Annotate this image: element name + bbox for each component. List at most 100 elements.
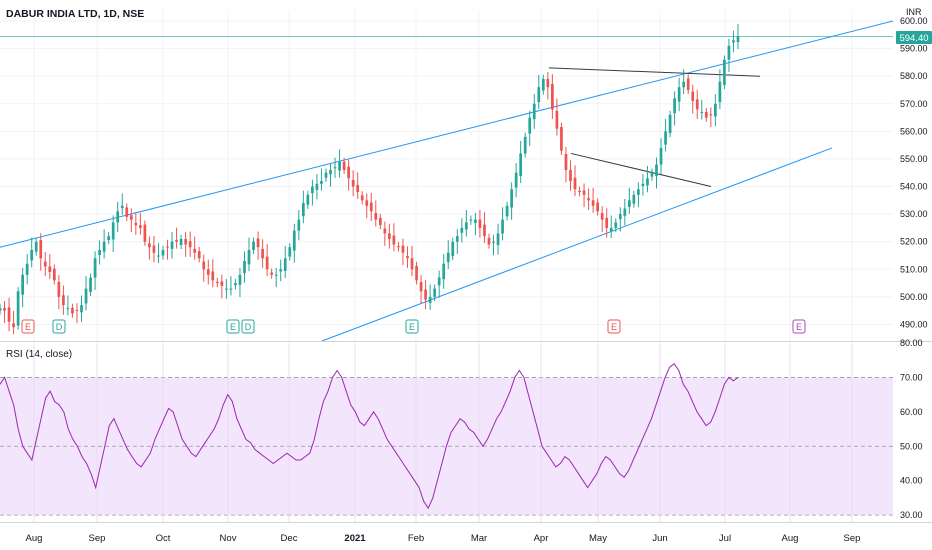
time-tick-label: Dec bbox=[281, 533, 298, 544]
candle-body bbox=[415, 265, 418, 281]
candle-body bbox=[283, 258, 287, 271]
last-price-tag-bg bbox=[896, 31, 932, 44]
earnings-badge[interactable] bbox=[226, 319, 240, 334]
candle-body bbox=[668, 114, 672, 134]
time-tick-label: Jul bbox=[719, 533, 731, 544]
dividend-badge[interactable] bbox=[52, 319, 66, 334]
candle-body bbox=[75, 310, 79, 312]
lower-channel-trendline[interactable] bbox=[321, 147, 833, 342]
candle-body bbox=[655, 164, 658, 177]
rsi-line bbox=[0, 362, 739, 510]
time-tick-label: 2021 bbox=[344, 533, 366, 544]
candle-body bbox=[514, 172, 518, 188]
candle-body bbox=[378, 217, 382, 226]
earnings-badge[interactable] bbox=[21, 319, 35, 334]
dividend-badge-label: D bbox=[56, 322, 63, 332]
earnings-badge[interactable] bbox=[607, 319, 621, 334]
candle-body bbox=[134, 222, 138, 226]
time-tick-label: Oct bbox=[156, 533, 171, 544]
candle-body bbox=[365, 200, 369, 206]
candle-body bbox=[315, 183, 319, 190]
candle-body bbox=[338, 161, 341, 171]
candle-body bbox=[166, 246, 169, 248]
dividend-badge[interactable] bbox=[241, 319, 255, 334]
candle-body bbox=[569, 169, 572, 182]
price-grid bbox=[0, 10, 893, 341]
candle-body bbox=[320, 181, 323, 184]
candle-body bbox=[102, 241, 106, 252]
earnings-badge[interactable] bbox=[792, 319, 806, 334]
candle-body bbox=[7, 307, 11, 322]
candle-body bbox=[292, 230, 296, 251]
candle-body bbox=[311, 186, 314, 194]
candle-body bbox=[664, 131, 667, 145]
candle-body bbox=[143, 224, 147, 242]
candle-body bbox=[148, 243, 151, 248]
candle-body bbox=[265, 256, 269, 270]
chart-title: DABUR INDIA LTD, 1D, NSE bbox=[6, 8, 144, 20]
candle-body bbox=[727, 45, 731, 60]
candle-body bbox=[220, 281, 224, 286]
candle-body bbox=[247, 249, 251, 265]
candle-body bbox=[442, 263, 446, 280]
upper-channel-trendline[interactable] bbox=[0, 20, 894, 248]
earnings-badge-label: E bbox=[796, 322, 802, 332]
neckline-trendline[interactable] bbox=[570, 152, 712, 188]
candle-body bbox=[116, 211, 120, 223]
candle-body bbox=[43, 261, 47, 267]
rsi-tick-label: 40.00 bbox=[900, 476, 923, 486]
candle-body bbox=[138, 225, 142, 228]
candle-body bbox=[324, 172, 328, 178]
candle-body bbox=[197, 251, 201, 259]
candle-body bbox=[523, 136, 527, 154]
candle-body bbox=[261, 248, 264, 259]
candle-body bbox=[48, 266, 52, 273]
candle-body bbox=[25, 263, 29, 275]
candle-body bbox=[401, 245, 405, 253]
candle-body bbox=[646, 178, 649, 186]
rsi-indicator-label[interactable]: RSI (14, close) bbox=[6, 349, 72, 360]
candle-body bbox=[111, 222, 115, 240]
candle-body bbox=[433, 288, 437, 297]
candle-body bbox=[80, 305, 83, 313]
price-axis[interactable]: 600.00 590.00 580.00 570.00 560.00 550.00 540.… bbox=[900, 16, 928, 329]
earnings-badge[interactable] bbox=[405, 319, 419, 334]
candle-body bbox=[627, 200, 631, 207]
candle-body bbox=[0, 307, 2, 311]
candle-body bbox=[700, 112, 704, 114]
earnings-badge-label: E bbox=[409, 322, 415, 332]
time-tick-label: Sep bbox=[89, 533, 106, 544]
candle-body bbox=[157, 255, 160, 257]
candle-body bbox=[501, 219, 504, 234]
trendlines[interactable] bbox=[0, 20, 894, 342]
price-tick-label: 540.00 bbox=[900, 182, 928, 192]
candle-body bbox=[225, 288, 228, 290]
candle-body bbox=[704, 112, 708, 118]
candle-body bbox=[677, 87, 681, 102]
candle-body bbox=[451, 241, 455, 257]
candle-body bbox=[347, 166, 350, 179]
price-tick-label: 510.00 bbox=[900, 264, 928, 274]
time-axis[interactable]: Aug Sep Oct Nov Dec 2021 Feb Mar Apr May Jun Jul Aug… bbox=[26, 533, 861, 544]
candle-body bbox=[351, 179, 355, 187]
candle-body bbox=[573, 177, 577, 190]
candle-body bbox=[474, 219, 477, 223]
time-tick-label: Aug bbox=[782, 533, 799, 544]
candle-body bbox=[125, 207, 129, 217]
rsi-grid bbox=[0, 343, 893, 522]
candle-body bbox=[256, 238, 260, 248]
candle-body bbox=[211, 271, 215, 281]
candle-body bbox=[492, 241, 495, 243]
candle-body bbox=[52, 268, 56, 281]
rsi-pane[interactable]: 80.00 70.00 60.00 50.00 40.00 30.00 bbox=[0, 338, 923, 522]
candle-body bbox=[424, 289, 427, 300]
candle-body bbox=[202, 261, 206, 270]
candle-body bbox=[600, 213, 604, 220]
candle-body bbox=[637, 189, 640, 195]
last-price-value: 594.40 bbox=[899, 33, 928, 44]
candle-body bbox=[152, 245, 156, 253]
earnings-badge-label: E bbox=[25, 322, 31, 332]
candle-body bbox=[460, 227, 464, 233]
